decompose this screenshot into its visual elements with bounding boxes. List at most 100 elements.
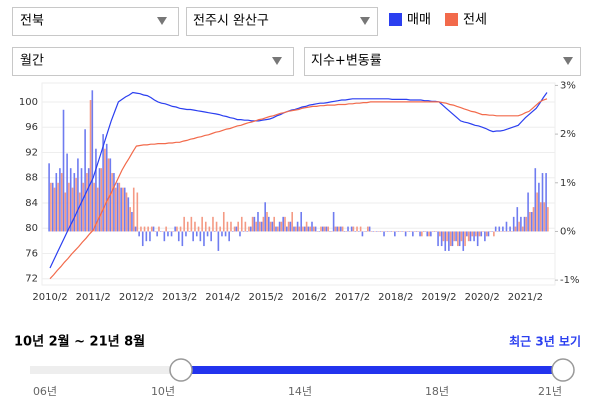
bar [455,231,457,242]
bar [484,231,486,242]
bar [388,231,391,232]
bar [316,231,319,232]
bar [491,231,493,232]
bar [242,231,245,232]
bar [422,231,425,232]
y-tick-label: 80 [25,223,38,234]
bar [264,202,266,232]
view-select[interactable] [304,47,581,76]
bar [158,226,160,232]
line [49,98,548,280]
y2-tick-label: 0% [560,226,576,237]
bar [541,173,544,232]
bar [152,226,155,232]
y-tick-label: 92 [25,147,38,158]
slider-scale: 06년 10년 14년 18년 21년 [33,385,562,398]
bar [59,168,61,232]
bar [195,231,198,237]
bar [498,226,501,232]
bar [309,226,312,232]
scale-label: 21년 [538,385,562,398]
bar [276,226,279,232]
bar [249,226,252,232]
bar [181,231,184,247]
plot-area [41,82,556,286]
slider-track [30,366,181,374]
recent-button[interactable]: 최근 3년 보기 [509,334,581,349]
bar [266,211,268,232]
bar [215,221,218,232]
bar [458,231,461,247]
bar [150,226,153,232]
bar [98,168,101,232]
bar [86,173,88,232]
bar [352,226,355,232]
bar [449,231,452,247]
bar [521,226,524,232]
bar [415,231,418,232]
bar [475,231,477,237]
bar [435,231,438,232]
y2-tick-label: -1% [560,275,579,286]
bar [161,231,164,232]
period-select[interactable] [12,47,294,76]
bar [87,168,90,232]
bar [138,231,140,237]
bar [66,153,68,232]
slider-handle[interactable] [551,358,575,382]
bar [298,226,301,232]
bar [291,211,293,232]
region-select[interactable] [12,7,179,36]
bar [363,231,366,232]
x-tick-label: 2013/2 [162,292,197,303]
x-tick-label: 2018/2 [378,292,413,303]
bar [471,231,474,237]
bar [406,231,409,232]
bar [332,211,335,232]
line [49,91,548,269]
x-tick-label: 2014/2 [205,292,240,303]
bar [395,231,398,232]
y-tick-label: 84 [25,198,38,209]
bar [102,134,104,232]
bar [222,211,225,232]
bar [64,192,67,232]
bar [313,226,315,232]
x-tick-label: 2010/2 [32,292,67,303]
chevron [563,57,573,65]
bar [221,231,223,237]
bar [368,226,371,232]
bar [55,173,58,232]
bar [127,197,130,232]
bar [289,221,292,232]
bar [480,231,483,237]
bar [318,231,321,232]
district-select[interactable] [186,7,378,36]
bar [536,192,538,232]
bar [147,226,149,232]
bar [305,221,308,232]
bar [280,221,283,232]
slider-handle[interactable] [169,358,193,382]
bar [186,221,189,232]
y2-tick-label: 3% [560,80,576,91]
bar [534,168,537,232]
bar [123,187,126,232]
bar [107,158,110,232]
bar [482,231,484,232]
bar [341,226,344,232]
bar [376,231,378,232]
bar [125,192,128,232]
bar [314,226,317,232]
bar [267,216,270,232]
bar [217,231,220,251]
bar [451,231,454,247]
bar [154,231,157,232]
bar [179,226,182,232]
bar [239,231,241,237]
scale-label: 06년 [33,385,57,398]
bar [543,202,546,232]
bar [408,231,411,232]
bar [514,226,517,232]
y2-tick-label: 1% [560,178,576,189]
